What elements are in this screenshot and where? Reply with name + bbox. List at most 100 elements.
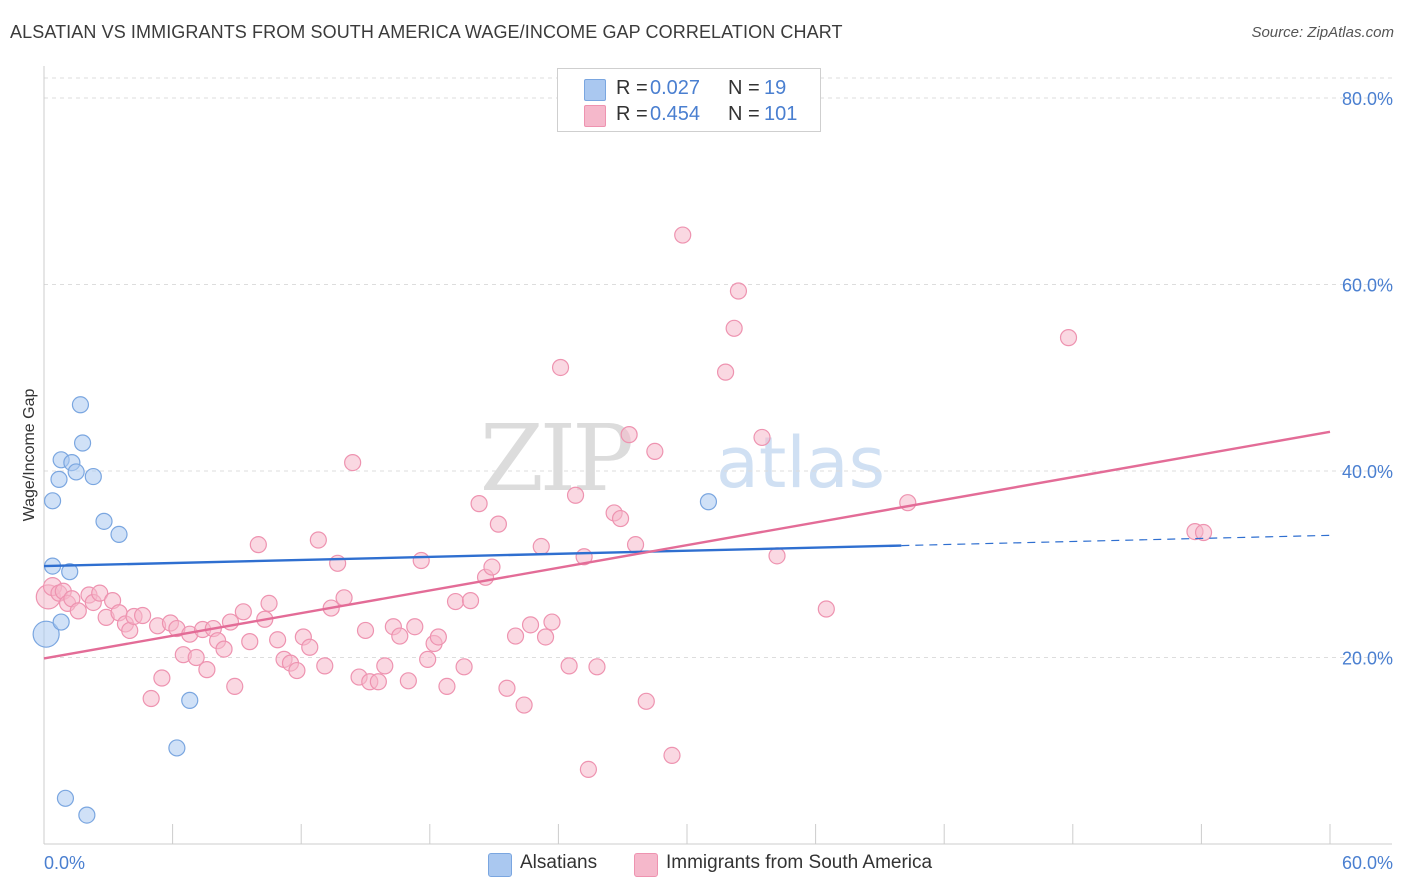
point-immigrants — [69, 602, 87, 620]
point-immigrants — [406, 618, 424, 636]
point-immigrants — [461, 592, 480, 610]
legend-r-value: 0.454 — [650, 103, 701, 125]
point-immigrants — [498, 679, 516, 697]
point-immigrants — [316, 657, 334, 675]
point-immigrants — [560, 657, 578, 675]
point-immigrants — [419, 650, 437, 668]
point-immigrants — [198, 661, 216, 679]
point-immigrants — [521, 616, 540, 634]
point-immigrants — [543, 613, 561, 631]
point-immigrants — [1059, 329, 1078, 347]
point-immigrants — [356, 621, 375, 640]
point-immigrants — [588, 658, 606, 676]
point-immigrants — [506, 627, 525, 645]
trend-line-immigrants — [43, 430, 1331, 660]
legend-n-value: 19 — [764, 77, 787, 99]
point-alsatians — [52, 613, 70, 631]
point-immigrants — [301, 638, 319, 656]
legend-label-alsatians: Alsatians — [520, 852, 598, 873]
point-immigrants — [455, 658, 473, 676]
point-immigrants — [241, 633, 259, 651]
legend-swatch-alsatians — [584, 79, 606, 101]
point-alsatians — [699, 493, 718, 511]
axes — [43, 66, 1392, 845]
legend-r-label: R = — [616, 77, 648, 99]
point-alsatians — [71, 396, 90, 414]
point-immigrants — [646, 442, 664, 461]
point-immigrants — [399, 672, 417, 690]
point-immigrants — [729, 282, 748, 300]
legend-r-label: R = — [616, 103, 648, 125]
y-axis-label: Wage/Income Gap — [21, 389, 38, 522]
point-immigrants — [637, 692, 655, 710]
point-immigrants — [566, 486, 585, 504]
point-immigrants — [153, 669, 171, 687]
point-immigrants — [226, 677, 244, 696]
point-immigrants — [716, 363, 735, 381]
point-immigrants — [429, 628, 447, 646]
point-immigrants — [187, 648, 205, 667]
data-points — [32, 226, 1213, 824]
point-immigrants — [91, 584, 109, 602]
legend-n-label: N = — [728, 77, 760, 99]
legend-n-value: 101 — [764, 103, 798, 125]
y-tick-labels: 20.0% 40.0% 60.0% 80.0% — [1342, 89, 1393, 669]
point-immigrants — [470, 495, 488, 513]
y-tick-label: 40.0% — [1342, 462, 1393, 482]
point-immigrants — [438, 677, 456, 696]
point-immigrants — [536, 628, 555, 646]
point-immigrants — [249, 536, 267, 554]
point-immigrants — [260, 594, 278, 613]
point-immigrants — [344, 453, 362, 472]
legend-r-value: 0.027 — [650, 77, 701, 99]
correlation-legend: R = 0.027 N = 19 R = 0.454 N = 101 — [557, 68, 821, 132]
point-alsatians — [61, 563, 79, 581]
point-alsatians — [84, 467, 102, 486]
point-immigrants — [551, 358, 570, 377]
point-immigrants — [269, 631, 287, 649]
point-alsatians — [50, 470, 68, 488]
x-tick-label: 60.0% — [1342, 853, 1393, 873]
point-immigrants — [391, 627, 409, 645]
watermark-zip: ZIP — [480, 405, 631, 512]
point-immigrants — [725, 319, 743, 337]
point-alsatians — [56, 789, 75, 807]
point-immigrants — [483, 558, 501, 576]
point-immigrants — [674, 226, 692, 244]
point-immigrants — [412, 551, 430, 570]
point-immigrants — [142, 689, 160, 708]
x-tick-labels: 0.0% 60.0% — [44, 853, 1393, 873]
point-immigrants — [817, 600, 835, 618]
gridlines — [44, 77, 1392, 658]
point-immigrants — [376, 657, 394, 675]
point-alsatians — [110, 525, 128, 544]
source-label: Source: ZipAtlas.com — [1251, 24, 1394, 41]
point-immigrants — [288, 661, 306, 680]
point-immigrants — [309, 531, 327, 549]
legend-swatch-immigrants — [634, 853, 658, 877]
point-immigrants — [369, 673, 387, 691]
y-tick-label: 80.0% — [1342, 89, 1393, 109]
point-alsatians — [168, 739, 186, 757]
legend-swatch-alsatians — [488, 853, 512, 877]
chart-title: ALSATIAN VS IMMIGRANTS FROM SOUTH AMERIC… — [10, 22, 843, 42]
point-alsatians — [67, 463, 85, 481]
point-alsatians — [32, 620, 60, 648]
trend-line-alsatians — [43, 544, 902, 568]
point-alsatians — [78, 806, 96, 824]
legend-n-label: N = — [728, 103, 760, 125]
point-immigrants — [753, 428, 771, 447]
point-immigrants — [215, 640, 233, 658]
point-immigrants — [768, 547, 786, 565]
x-tick-label: 0.0% — [44, 853, 85, 873]
point-immigrants — [611, 509, 630, 528]
point-immigrants — [532, 537, 550, 556]
legend-swatch-immigrants — [584, 105, 606, 127]
point-alsatians — [181, 691, 199, 709]
point-immigrants — [663, 746, 681, 765]
point-immigrants — [133, 606, 152, 625]
y-tick-label: 60.0% — [1342, 275, 1393, 295]
point-immigrants — [234, 603, 252, 621]
point-immigrants — [579, 760, 598, 778]
point-alsatians — [73, 434, 92, 452]
